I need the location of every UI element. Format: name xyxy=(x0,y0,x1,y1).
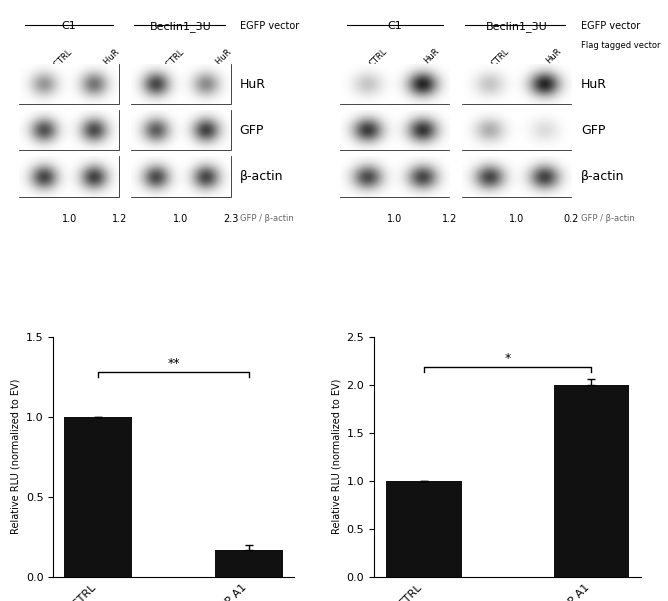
Text: Beclin1_3U: Beclin1_3U xyxy=(486,20,548,32)
Text: GFP / β-actin: GFP / β-actin xyxy=(581,214,635,223)
Text: HuR: HuR xyxy=(240,78,266,91)
Bar xyxy=(131,110,231,150)
Bar xyxy=(554,385,629,577)
Text: 1.0: 1.0 xyxy=(509,214,524,224)
Text: 1.2: 1.2 xyxy=(442,214,457,224)
Text: CTRL: CTRL xyxy=(490,47,511,68)
Text: β-actin: β-actin xyxy=(240,170,283,183)
Bar xyxy=(19,64,119,105)
Text: si_CTRL: si_CTRL xyxy=(44,47,73,76)
Text: si_CTRL: si_CTRL xyxy=(156,47,185,76)
Bar xyxy=(386,481,462,577)
Text: Flag tagged vector: Flag tagged vector xyxy=(581,41,661,50)
Bar xyxy=(19,110,119,150)
Text: HuR: HuR xyxy=(544,47,563,66)
Bar xyxy=(131,156,231,197)
Text: HuR: HuR xyxy=(422,47,441,66)
Bar xyxy=(462,64,571,105)
Text: β-actin: β-actin xyxy=(581,170,625,183)
Bar xyxy=(341,64,450,105)
Bar xyxy=(462,110,571,150)
Text: GFP: GFP xyxy=(581,124,605,137)
Bar xyxy=(64,416,132,577)
Text: si_HuR: si_HuR xyxy=(206,47,232,73)
Text: *: * xyxy=(504,352,511,365)
Text: GFP: GFP xyxy=(240,124,264,137)
Text: 1.2: 1.2 xyxy=(112,214,127,224)
Bar xyxy=(462,156,571,197)
Text: C1: C1 xyxy=(62,20,77,31)
Text: 0.2: 0.2 xyxy=(564,214,579,224)
Text: C1: C1 xyxy=(387,20,402,31)
Text: GFP / β-actin: GFP / β-actin xyxy=(240,214,293,223)
Text: si_HuR: si_HuR xyxy=(94,47,121,73)
Text: 1.0: 1.0 xyxy=(387,214,403,224)
Text: EGFP vector: EGFP vector xyxy=(240,20,299,31)
Y-axis label: Relative RLU (normalized to EV): Relative RLU (normalized to EV) xyxy=(11,379,21,534)
Bar xyxy=(341,110,450,150)
Text: 1.0: 1.0 xyxy=(173,214,188,224)
Bar xyxy=(131,64,231,105)
Bar xyxy=(19,156,119,197)
Bar xyxy=(341,156,450,197)
Text: 1.0: 1.0 xyxy=(61,214,77,224)
Text: 2.3: 2.3 xyxy=(223,214,238,224)
Text: EGFP vector: EGFP vector xyxy=(581,20,640,31)
Y-axis label: Relative RLU (normalized to EV): Relative RLU (normalized to EV) xyxy=(331,379,341,534)
Text: CTRL: CTRL xyxy=(367,47,389,68)
Text: HuR: HuR xyxy=(581,78,607,91)
Text: **: ** xyxy=(168,357,180,370)
Bar xyxy=(215,550,283,577)
Text: Beclin1_3U: Beclin1_3U xyxy=(150,20,212,32)
